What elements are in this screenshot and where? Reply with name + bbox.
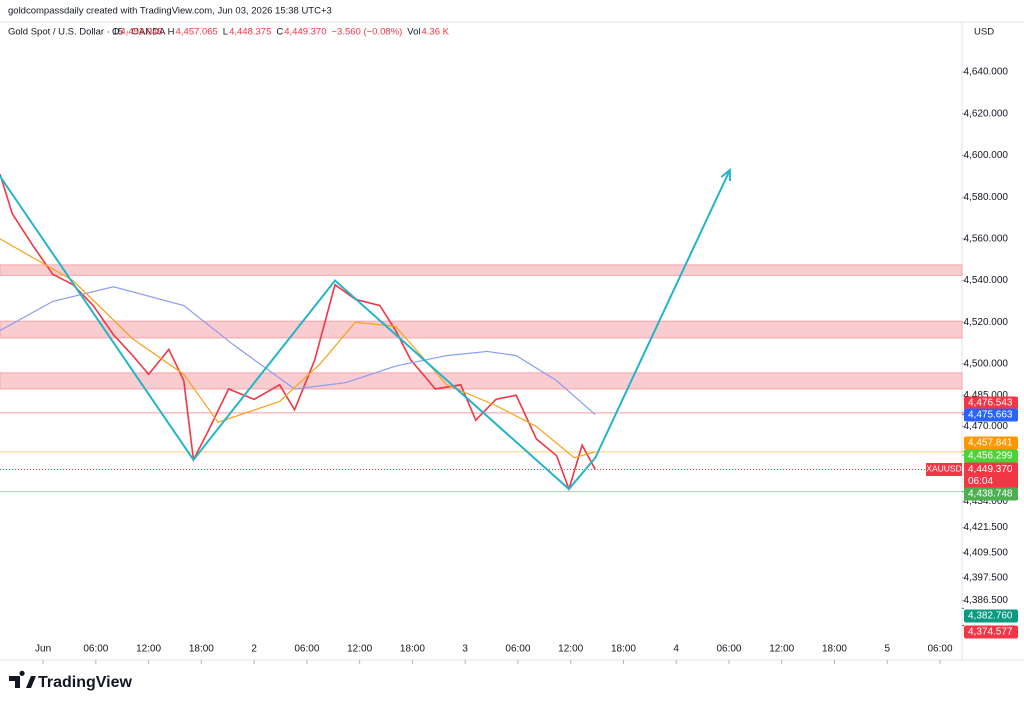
price-tag bbox=[964, 625, 1018, 639]
ohlc-value: 4,453.045 bbox=[120, 27, 162, 38]
x-tick-label: 12:00 bbox=[769, 644, 794, 655]
price-tag bbox=[964, 609, 1018, 623]
y-tick-label: 4,397.500 bbox=[964, 572, 1009, 583]
y-tick-label: 4,485.000 bbox=[964, 390, 1009, 401]
price-tag-label: 4,475.663 bbox=[968, 410, 1013, 421]
ohlc-value: 4,448.375 bbox=[229, 27, 271, 38]
ohlc-value: 4,457.065 bbox=[176, 27, 218, 38]
x-tick-label: 2 bbox=[251, 644, 257, 655]
arrow-path bbox=[0, 169, 731, 491]
y-tick-label: 4,421.500 bbox=[964, 522, 1009, 533]
price-line-series bbox=[0, 173, 597, 492]
price-tag bbox=[964, 408, 1018, 422]
x-tick-label: 3 bbox=[462, 644, 468, 655]
price-tag bbox=[964, 487, 1018, 501]
ohlc-key: C bbox=[276, 27, 283, 38]
price-tag bbox=[964, 449, 1018, 463]
x-tick-label: 18:00 bbox=[611, 644, 636, 655]
x-tick-label: Jun bbox=[35, 644, 51, 655]
brand: TradingView bbox=[38, 674, 133, 691]
ohlc-key: H bbox=[168, 27, 175, 38]
price-tag-label: 4,438.748 bbox=[968, 489, 1013, 500]
price-tag-label: 4,457.841 bbox=[968, 438, 1013, 449]
zone bbox=[0, 264, 963, 276]
price-tag-label: 4,374.577 bbox=[968, 627, 1013, 638]
x-tick-label: 18:00 bbox=[189, 644, 214, 655]
x-tick-label: 06:00 bbox=[83, 644, 108, 655]
countdown: 06:04 bbox=[968, 476, 993, 487]
ohlc-key: O bbox=[112, 27, 119, 38]
y-tick-label: 4,500.000 bbox=[964, 359, 1009, 370]
x-tick-label: 18:00 bbox=[822, 644, 847, 655]
ohlc-key: L bbox=[223, 27, 228, 38]
price-tag-label: 4,456.299 bbox=[968, 451, 1013, 462]
last-price-tag bbox=[964, 462, 1018, 489]
x-tick-label: 4 bbox=[673, 644, 679, 655]
x-tick-label: 06:00 bbox=[505, 644, 530, 655]
change: −3.560 (−0.08%) bbox=[332, 27, 403, 38]
price-tag bbox=[964, 396, 1018, 410]
y-tick-label: 4,600.000 bbox=[964, 150, 1009, 161]
zone bbox=[0, 372, 963, 390]
y-tick-label: 4,620.000 bbox=[964, 108, 1009, 119]
x-tick-label: 06:00 bbox=[294, 644, 319, 655]
attribution: goldcompassdaily created with TradingVie… bbox=[8, 6, 332, 17]
x-tick-label: 12:00 bbox=[347, 644, 372, 655]
volume-value: 4.36 K bbox=[422, 27, 450, 38]
moving-average bbox=[0, 286, 596, 416]
y-tick-label: 4,434.000 bbox=[964, 496, 1009, 507]
volume-key: Vol bbox=[407, 27, 420, 38]
last-price-label: 4,449.370 bbox=[968, 464, 1013, 475]
currency: USD bbox=[974, 27, 994, 38]
arrow-head bbox=[720, 167, 731, 182]
y-tick-label: 4,580.000 bbox=[964, 192, 1009, 203]
x-tick-label: 12:00 bbox=[558, 644, 583, 655]
zone bbox=[0, 320, 963, 339]
price-tag-label: 4,382.760 bbox=[968, 611, 1013, 622]
symbol-label: XAUUSD bbox=[926, 464, 961, 474]
x-tick-label: 12:00 bbox=[136, 644, 161, 655]
y-tick-label: 4,386.500 bbox=[964, 595, 1009, 606]
y-tick-label: 4,560.000 bbox=[964, 233, 1009, 244]
y-tick-label: 4,640.000 bbox=[964, 67, 1009, 78]
moving-average bbox=[0, 238, 596, 459]
chart-title: Gold Spot / U.S. Dollar · 15 · OANDA bbox=[8, 27, 166, 38]
y-tick-label: 4,540.000 bbox=[964, 275, 1009, 286]
y-tick-label: 4,520.000 bbox=[964, 317, 1009, 328]
symbol-tag bbox=[926, 462, 962, 476]
brand-logo: TradingView bbox=[9, 670, 133, 691]
x-tick-label: 06:00 bbox=[716, 644, 741, 655]
x-tick-label: 06:00 bbox=[928, 644, 953, 655]
x-tick-label: 5 bbox=[884, 644, 890, 655]
x-tick-label: 18:00 bbox=[400, 644, 425, 655]
price-tag-label: 4,476.543 bbox=[968, 398, 1013, 409]
y-tick-label: 4,409.500 bbox=[964, 547, 1009, 558]
y-tick-label: 4,470.000 bbox=[964, 421, 1009, 432]
ohlc-value: 4,449.370 bbox=[284, 27, 326, 38]
price-tag bbox=[964, 436, 1018, 450]
